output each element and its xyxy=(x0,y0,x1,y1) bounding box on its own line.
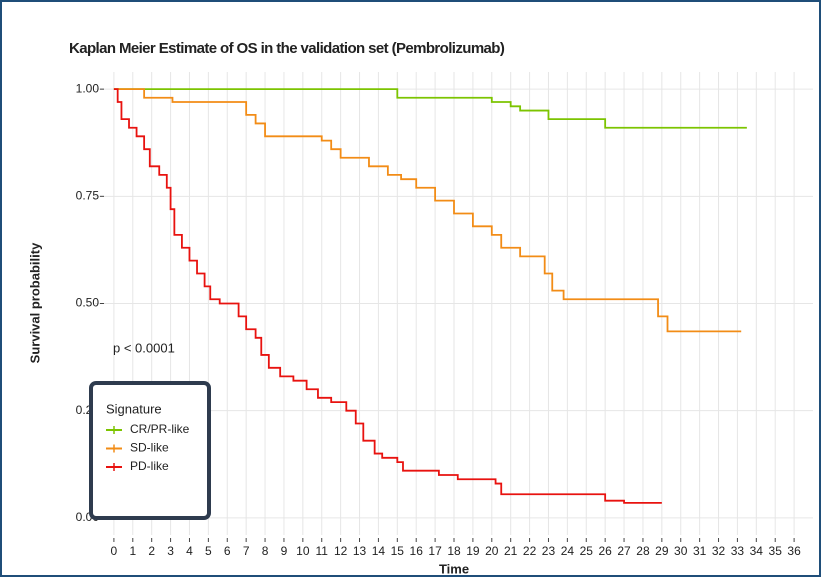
x-tick-label: 3 xyxy=(167,544,174,558)
x-axis-label: Time xyxy=(439,561,469,576)
x-tick-label: 9 xyxy=(281,544,288,558)
x-tick-label: 0 xyxy=(111,544,118,558)
x-tick-label: 13 xyxy=(353,544,367,558)
x-tick-label: 26 xyxy=(598,544,612,558)
x-tick-label: 36 xyxy=(787,544,801,558)
y-tick-label: 0.50 xyxy=(76,296,100,310)
legend-label: PD-like xyxy=(130,459,169,473)
x-tick-label: 16 xyxy=(410,544,424,558)
x-tick-label: 24 xyxy=(561,544,575,558)
x-tick-label: 14 xyxy=(372,544,386,558)
p-value: p < 0.0001 xyxy=(113,340,175,355)
x-tick-label: 12 xyxy=(334,544,348,558)
legend-box xyxy=(89,381,211,520)
survival-curve xyxy=(113,88,662,504)
y-tick-label: 0.75 xyxy=(76,188,100,202)
x-tick-label: 4 xyxy=(186,544,193,558)
survival-curve xyxy=(113,88,742,333)
x-tick-label: 22 xyxy=(523,544,537,558)
y-axis-label: Survival probability xyxy=(27,242,42,363)
survival-curve xyxy=(113,88,747,129)
x-tick-label: 7 xyxy=(243,544,250,558)
lines-group xyxy=(113,88,747,504)
x-tick-label: 23 xyxy=(542,544,556,558)
x-tick-label: 28 xyxy=(636,544,650,558)
legend-label: CR/PR-like xyxy=(130,422,190,436)
x-tick-label: 1 xyxy=(129,544,136,558)
legend-label: SD-like xyxy=(130,441,169,455)
x-tick-label: 6 xyxy=(224,544,231,558)
x-tick-label: 20 xyxy=(485,544,499,558)
legend: CR/PR-like SD-like PD-like xyxy=(106,422,190,473)
x-tick-label: 2 xyxy=(148,544,155,558)
x-tick-label: 30 xyxy=(674,544,688,558)
x-tick-label: 15 xyxy=(391,544,405,558)
x-tick-label: 19 xyxy=(466,544,480,558)
x-tick-label: 32 xyxy=(712,544,726,558)
x-tick-label: 33 xyxy=(731,544,745,558)
x-tick-label: 34 xyxy=(750,544,764,558)
x-tick-label: 21 xyxy=(504,544,518,558)
x-tick-label: 10 xyxy=(296,544,310,558)
x-tick-label: 25 xyxy=(580,544,594,558)
x-tick-label: 17 xyxy=(428,544,442,558)
x-tick-label: 18 xyxy=(447,544,461,558)
y-tick-label: 1.00 xyxy=(76,81,100,95)
x-tick-label: 5 xyxy=(205,544,212,558)
x-tick-label: 31 xyxy=(693,544,707,558)
x-tick-label: 8 xyxy=(262,544,269,558)
x-tick-label: 11 xyxy=(316,544,329,558)
legend-title: Signature xyxy=(106,401,162,416)
chart-title: Kaplan Meier Estimate of OS in the valid… xyxy=(69,40,505,57)
x-tick-label: 35 xyxy=(769,544,783,558)
x-tick-label: 29 xyxy=(655,544,669,558)
x-tick-label: 27 xyxy=(617,544,631,558)
